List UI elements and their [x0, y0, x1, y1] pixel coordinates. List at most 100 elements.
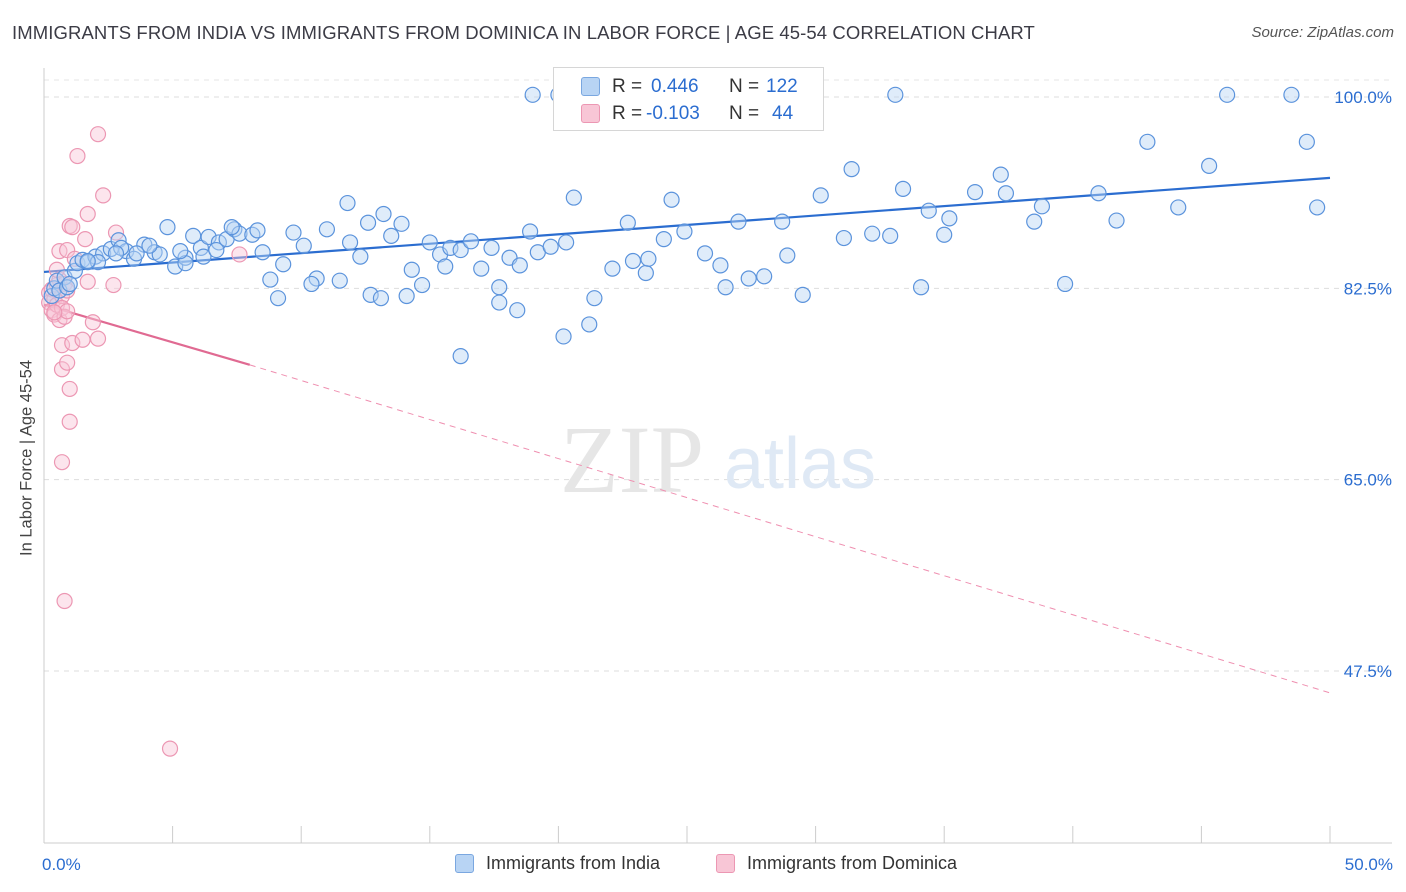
trendline-dominica-extended: [249, 364, 1331, 694]
point-india: [774, 213, 791, 230]
india-swatch: [581, 77, 600, 96]
point-dominica: [231, 246, 248, 263]
point-india: [341, 234, 359, 251]
india-n-value: 122: [766, 76, 798, 97]
point-india: [779, 247, 796, 264]
point-india: [511, 257, 528, 274]
point-india: [331, 272, 348, 289]
point-india: [794, 286, 811, 303]
point-india: [1139, 133, 1156, 150]
point-india: [756, 268, 773, 285]
point-india: [835, 229, 852, 247]
watermark-zip: ZIP: [560, 406, 704, 513]
point-india: [473, 260, 490, 277]
dominica-r-value: -0.103: [646, 103, 700, 124]
point-dominica: [74, 331, 91, 348]
point-india: [912, 279, 930, 296]
point-india: [542, 238, 559, 255]
point-india: [997, 185, 1015, 202]
point-dominica: [64, 219, 81, 236]
point-dominica: [84, 314, 101, 331]
point-india: [882, 227, 899, 244]
point-india: [208, 241, 225, 259]
point-india: [864, 225, 881, 242]
point-india: [581, 316, 598, 333]
r-label: R =: [612, 103, 643, 124]
point-india: [586, 290, 603, 307]
point-india: [941, 210, 958, 227]
y-tick-label: 100.0%: [1334, 88, 1392, 107]
point-india: [244, 226, 261, 243]
point-dominica: [69, 147, 86, 165]
point-india: [812, 187, 829, 204]
x-tick-labels: 0.0% 50.0%: [42, 855, 1393, 874]
n-label: N =: [729, 76, 760, 97]
trendline-dominica: [43, 303, 251, 366]
point-dominica: [95, 187, 112, 204]
y-tick-label: 82.5%: [1344, 279, 1392, 298]
point-india: [421, 234, 438, 251]
point-india: [303, 275, 320, 293]
series-india-points: [43, 86, 1326, 365]
gridlines: [44, 79, 1392, 672]
source-label: Source: ZipAtlas.com: [1251, 24, 1394, 41]
point-india: [509, 302, 526, 319]
point-india: [61, 275, 78, 293]
point-india: [1108, 212, 1125, 229]
point-india: [452, 241, 469, 259]
dominica-swatch: [581, 104, 600, 123]
point-india: [1090, 185, 1107, 202]
x-tick-label-min: 0.0%: [42, 855, 81, 874]
point-india: [637, 264, 654, 282]
r-label: R =: [612, 76, 643, 97]
dominica-n-value: 44: [772, 103, 794, 124]
correlation-stats-box: R = 0.446 N = 122 R = -0.103 N = 44: [553, 67, 824, 131]
point-india: [195, 248, 212, 265]
legend-label-dominica: Immigrants from Dominica: [747, 853, 958, 873]
point-india: [619, 214, 636, 231]
point-india: [663, 191, 680, 208]
point-india: [717, 279, 734, 296]
point-india: [1201, 157, 1218, 174]
point-dominica: [161, 740, 179, 757]
series-dominica-points: [41, 126, 248, 757]
point-india: [442, 239, 459, 256]
point-india: [403, 261, 420, 278]
point-india: [226, 221, 243, 238]
point-india: [437, 258, 454, 275]
point-india: [522, 223, 539, 240]
point-india: [375, 205, 392, 223]
point-india: [565, 189, 582, 206]
point-dominica: [59, 303, 76, 320]
y-axis-label: In Labor Force | Age 45-54: [17, 360, 36, 556]
point-india: [462, 233, 480, 250]
point-india: [1033, 198, 1051, 215]
point-india: [740, 270, 757, 287]
point-dominica: [59, 354, 76, 371]
point-india: [1026, 213, 1043, 230]
point-dominica: [53, 454, 71, 471]
chart-legend: Immigrants from India Immigrants from Do…: [0, 852, 1406, 878]
point-india: [491, 294, 508, 311]
x-tick-label-max: 50.0%: [1345, 855, 1393, 874]
point-dominica: [64, 334, 81, 352]
point-india: [151, 246, 168, 263]
point-dominica: [56, 592, 73, 610]
point-india: [887, 86, 904, 103]
legend-swatch-india: [455, 854, 474, 873]
point-india: [128, 245, 145, 262]
point-india: [1219, 86, 1236, 103]
point-india: [393, 215, 410, 232]
y-tick-labels: 100.0% 82.5% 65.0% 47.5%: [1334, 88, 1392, 681]
point-india: [920, 202, 937, 219]
point-india: [269, 290, 287, 307]
point-india: [172, 243, 189, 260]
point-india: [372, 290, 390, 307]
point-india: [352, 248, 369, 265]
point-dominica: [61, 380, 78, 398]
point-india: [640, 250, 657, 267]
watermark-atlas: atlas: [724, 424, 876, 504]
point-india: [359, 214, 377, 231]
legend-swatch-dominica: [716, 854, 735, 873]
